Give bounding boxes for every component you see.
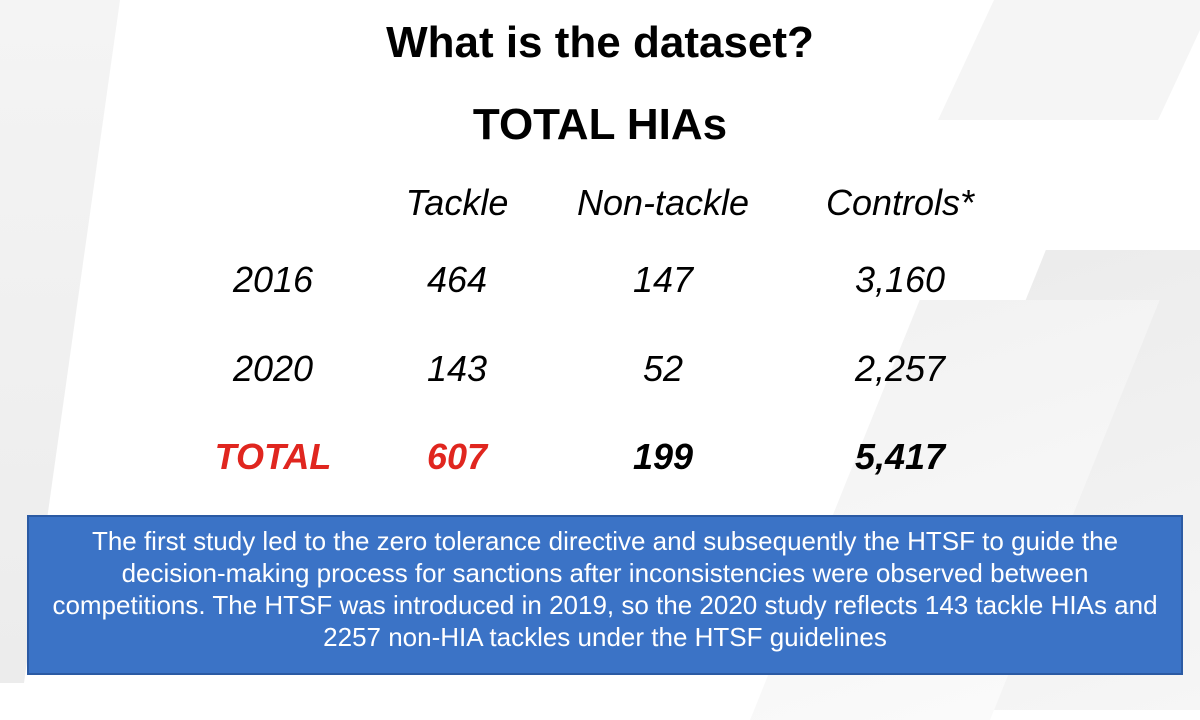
row-label-2020: 2020 <box>232 348 314 389</box>
cell-2016-controls: 3,160 <box>854 259 946 300</box>
info-box: The first study led to the zero toleranc… <box>27 515 1183 675</box>
cell-total-controls: 5,417 <box>854 436 946 477</box>
cell-total-tackle: 607 <box>426 436 488 477</box>
row-label-total: TOTAL <box>214 436 332 477</box>
cell-total-non-tackle: 199 <box>632 436 694 477</box>
header-non-tackle: Non-tackle <box>576 182 750 223</box>
header-tackle: Tackle <box>405 182 509 223</box>
slide-subtitle: TOTAL HIAs <box>472 100 728 149</box>
info-box-text: The first study led to the zero toleranc… <box>52 526 1158 652</box>
cell-2020-controls: 2,257 <box>854 348 946 389</box>
cell-2016-non-tackle: 147 <box>632 259 694 300</box>
cell-2020-tackle: 143 <box>426 348 488 389</box>
row-label-2016: 2016 <box>232 259 314 300</box>
cell-2016-tackle: 464 <box>426 259 488 300</box>
slide-title: What is the dataset? <box>386 18 814 67</box>
header-controls: Controls* <box>825 182 975 223</box>
cell-2020-non-tackle: 52 <box>642 348 684 389</box>
